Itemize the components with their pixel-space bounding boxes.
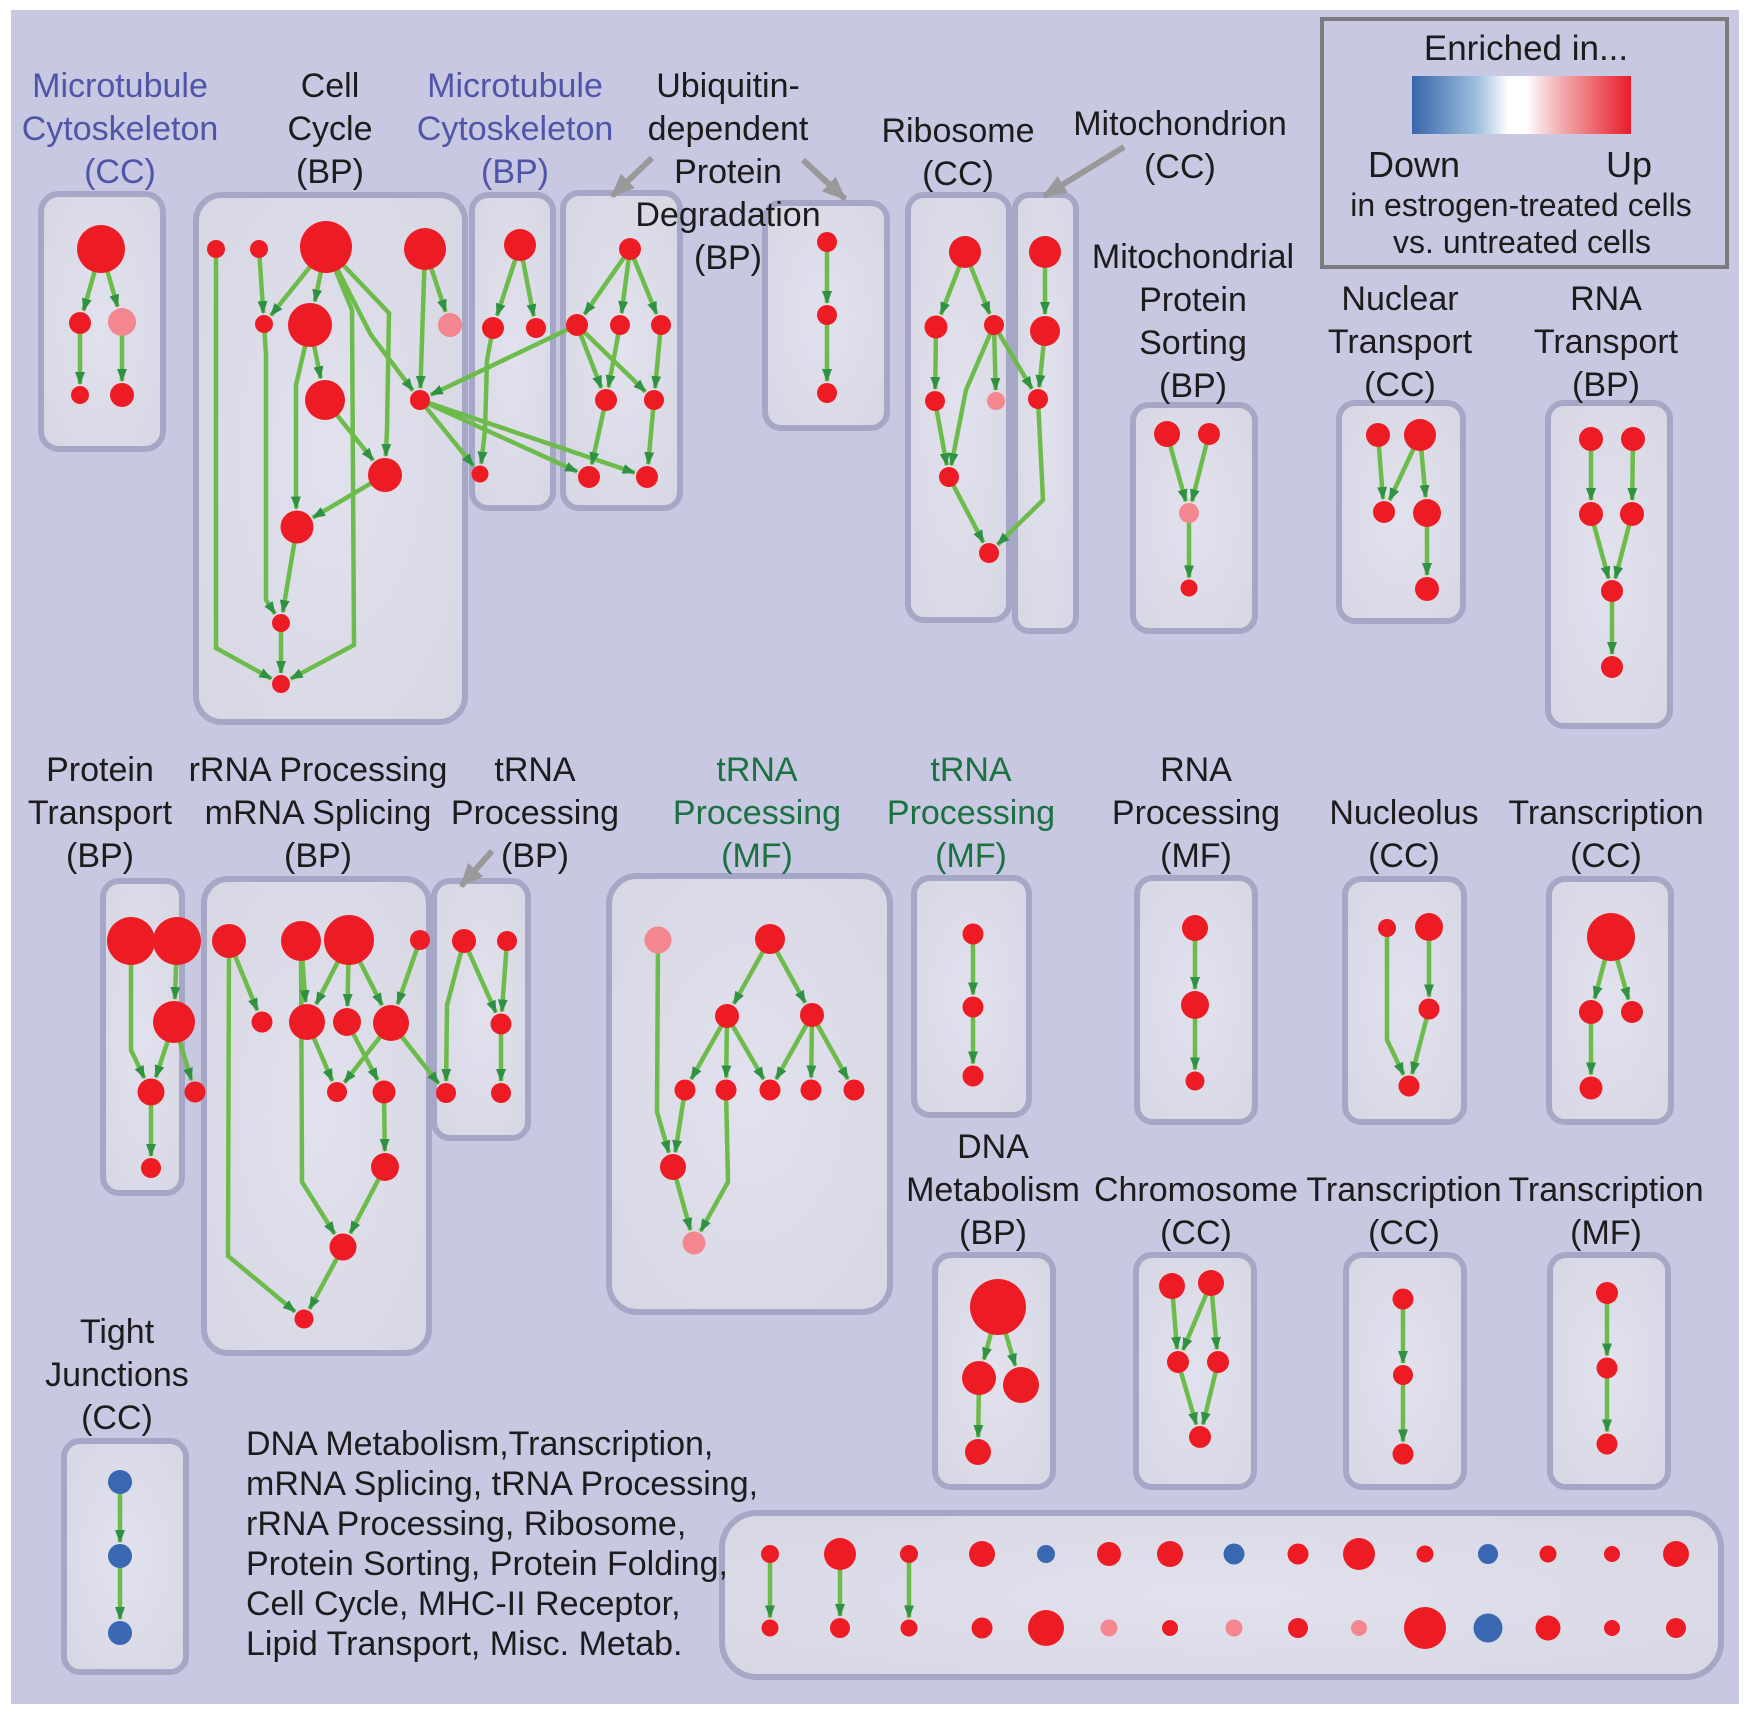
svg-text:(BP): (BP) bbox=[1572, 366, 1640, 404]
svg-text:(BP): (BP) bbox=[296, 153, 364, 191]
svg-text:Processing: Processing bbox=[887, 794, 1055, 832]
svg-text:Processing: Processing bbox=[451, 794, 619, 832]
svg-text:Transport: Transport bbox=[1328, 323, 1473, 361]
svg-text:Junctions: Junctions bbox=[45, 1356, 189, 1394]
svg-text:dependent: dependent bbox=[648, 110, 809, 148]
svg-text:(BP): (BP) bbox=[66, 837, 134, 875]
svg-text:in estrogen-treated cells: in estrogen-treated cells bbox=[1350, 187, 1692, 223]
svg-text:(MF): (MF) bbox=[1570, 1214, 1642, 1252]
svg-text:(MF): (MF) bbox=[1160, 837, 1232, 875]
svg-text:Protein: Protein bbox=[674, 153, 782, 191]
svg-text:(BP): (BP) bbox=[501, 837, 569, 875]
svg-text:Enriched in...: Enriched in... bbox=[1424, 29, 1628, 68]
svg-text:(CC): (CC) bbox=[84, 153, 156, 191]
svg-text:rRNA Processing, Ribosome,: rRNA Processing, Ribosome, bbox=[246, 1505, 686, 1543]
svg-text:(CC): (CC) bbox=[1368, 1214, 1440, 1252]
svg-text:Ubiquitin-: Ubiquitin- bbox=[656, 67, 800, 105]
svg-text:Lipid Transport, Misc. Metab.: Lipid Transport, Misc. Metab. bbox=[246, 1625, 683, 1663]
svg-text:Cytoskeleton: Cytoskeleton bbox=[22, 110, 219, 148]
svg-text:(MF): (MF) bbox=[935, 837, 1007, 875]
svg-text:(CC): (CC) bbox=[1570, 837, 1642, 875]
svg-text:Nucleolus: Nucleolus bbox=[1329, 794, 1478, 832]
svg-text:(CC): (CC) bbox=[1144, 148, 1216, 186]
svg-text:Microtubule: Microtubule bbox=[427, 67, 603, 105]
svg-text:Nuclear: Nuclear bbox=[1341, 280, 1458, 318]
svg-text:Degradation: Degradation bbox=[635, 196, 820, 234]
svg-text:Cell Cycle, MHC-II Receptor,: Cell Cycle, MHC-II Receptor, bbox=[246, 1585, 681, 1623]
svg-text:(BP): (BP) bbox=[481, 153, 549, 191]
svg-text:Protein Sorting, Protein Foldi: Protein Sorting, Protein Folding, bbox=[246, 1545, 728, 1583]
svg-text:Cell: Cell bbox=[301, 67, 360, 105]
svg-text:(BP): (BP) bbox=[694, 239, 762, 277]
svg-text:(CC): (CC) bbox=[1364, 366, 1436, 404]
svg-text:Transcription: Transcription bbox=[1508, 794, 1703, 832]
svg-text:Chromosome: Chromosome bbox=[1094, 1171, 1298, 1209]
svg-text:tRNA: tRNA bbox=[494, 751, 576, 789]
svg-text:Up: Up bbox=[1606, 144, 1652, 185]
svg-text:vs. untreated cells: vs. untreated cells bbox=[1393, 224, 1651, 260]
svg-text:Transport: Transport bbox=[28, 794, 173, 832]
svg-text:Transcription: Transcription bbox=[1508, 1171, 1703, 1209]
svg-text:Cycle: Cycle bbox=[287, 110, 372, 148]
svg-text:Tight: Tight bbox=[80, 1313, 155, 1351]
svg-text:RNA: RNA bbox=[1570, 280, 1642, 318]
svg-text:Metabolism: Metabolism bbox=[906, 1171, 1080, 1209]
svg-text:Sorting: Sorting bbox=[1139, 324, 1247, 362]
svg-text:mRNA Splicing, tRNA Processing: mRNA Splicing, tRNA Processing, bbox=[246, 1465, 758, 1503]
svg-text:Mitochondrion: Mitochondrion bbox=[1073, 105, 1287, 143]
svg-text:rRNA Processing: rRNA Processing bbox=[189, 751, 448, 789]
svg-text:Protein: Protein bbox=[1139, 281, 1247, 319]
svg-text:(BP): (BP) bbox=[284, 837, 352, 875]
svg-text:Down: Down bbox=[1368, 144, 1460, 185]
svg-text:Transcription: Transcription bbox=[1306, 1171, 1501, 1209]
svg-text:(BP): (BP) bbox=[959, 1214, 1027, 1252]
svg-text:Processing: Processing bbox=[673, 794, 841, 832]
svg-text:(CC): (CC) bbox=[922, 155, 994, 193]
svg-text:(CC): (CC) bbox=[1160, 1214, 1232, 1252]
svg-text:RNA: RNA bbox=[1160, 751, 1232, 789]
svg-text:Transport: Transport bbox=[1534, 323, 1679, 361]
svg-text:tRNA: tRNA bbox=[930, 751, 1012, 789]
svg-text:DNA: DNA bbox=[957, 1128, 1029, 1166]
svg-text:Ribosome: Ribosome bbox=[881, 112, 1034, 150]
svg-text:DNA Metabolism,Transcription,: DNA Metabolism,Transcription, bbox=[246, 1425, 713, 1463]
svg-text:Mitochondrial: Mitochondrial bbox=[1092, 238, 1294, 276]
svg-text:(BP): (BP) bbox=[1159, 367, 1227, 405]
svg-text:(MF): (MF) bbox=[721, 837, 793, 875]
svg-text:tRNA: tRNA bbox=[716, 751, 798, 789]
svg-text:Processing: Processing bbox=[1112, 794, 1280, 832]
svg-text:(CC): (CC) bbox=[81, 1399, 153, 1437]
svg-text:mRNA Splicing: mRNA Splicing bbox=[205, 794, 432, 832]
svg-text:(CC): (CC) bbox=[1368, 837, 1440, 875]
svg-text:Microtubule: Microtubule bbox=[32, 67, 208, 105]
svg-text:Cytoskeleton: Cytoskeleton bbox=[417, 110, 614, 148]
svg-text:Protein: Protein bbox=[46, 751, 154, 789]
